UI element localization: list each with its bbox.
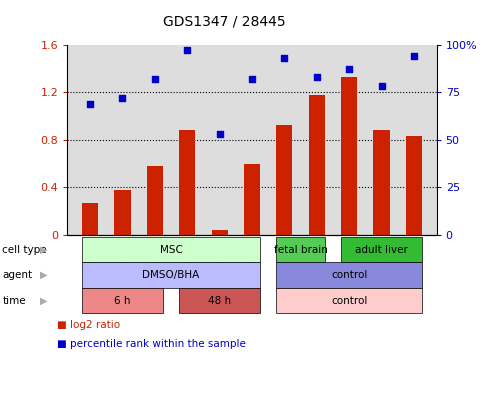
Bar [179,288,260,313]
Bar [276,237,325,262]
Bar [82,262,260,288]
Bar [114,190,131,235]
Bar [406,136,422,235]
Point [410,53,418,59]
Text: control: control [331,270,367,280]
Text: fetal brain: fetal brain [273,245,327,255]
Point [118,95,126,101]
Text: control: control [331,296,367,306]
Point [86,100,94,107]
Bar [244,164,260,235]
Bar [309,94,325,235]
Text: time: time [2,296,26,306]
Text: ▶: ▶ [40,270,47,280]
Text: ▶: ▶ [40,296,47,306]
Text: agent: agent [2,270,32,280]
Text: ▶: ▶ [40,245,47,255]
Point [248,76,256,82]
Text: 6 h: 6 h [114,296,131,306]
Point [378,83,386,90]
Text: GDS1347 / 28445: GDS1347 / 28445 [163,14,286,28]
Bar [179,130,195,235]
Point [216,131,224,137]
Bar [82,288,163,313]
Point [345,66,353,72]
Bar [276,288,422,313]
Bar [276,126,292,235]
Bar [147,166,163,235]
Point [183,47,191,53]
Bar [82,237,260,262]
Text: ■ percentile rank within the sample: ■ percentile rank within the sample [57,339,247,349]
Text: cell type: cell type [2,245,47,255]
Point [313,74,321,80]
Text: MSC: MSC [160,245,183,255]
Bar [341,77,357,235]
Bar [212,230,228,235]
Bar [276,262,422,288]
Point [280,55,288,61]
Text: ■ log2 ratio: ■ log2 ratio [57,320,121,330]
Point [151,76,159,82]
Text: DMSO/BHA: DMSO/BHA [142,270,200,280]
Bar [341,237,422,262]
Text: 48 h: 48 h [208,296,231,306]
Bar [82,203,98,235]
Text: adult liver: adult liver [355,245,408,255]
Bar [373,130,390,235]
